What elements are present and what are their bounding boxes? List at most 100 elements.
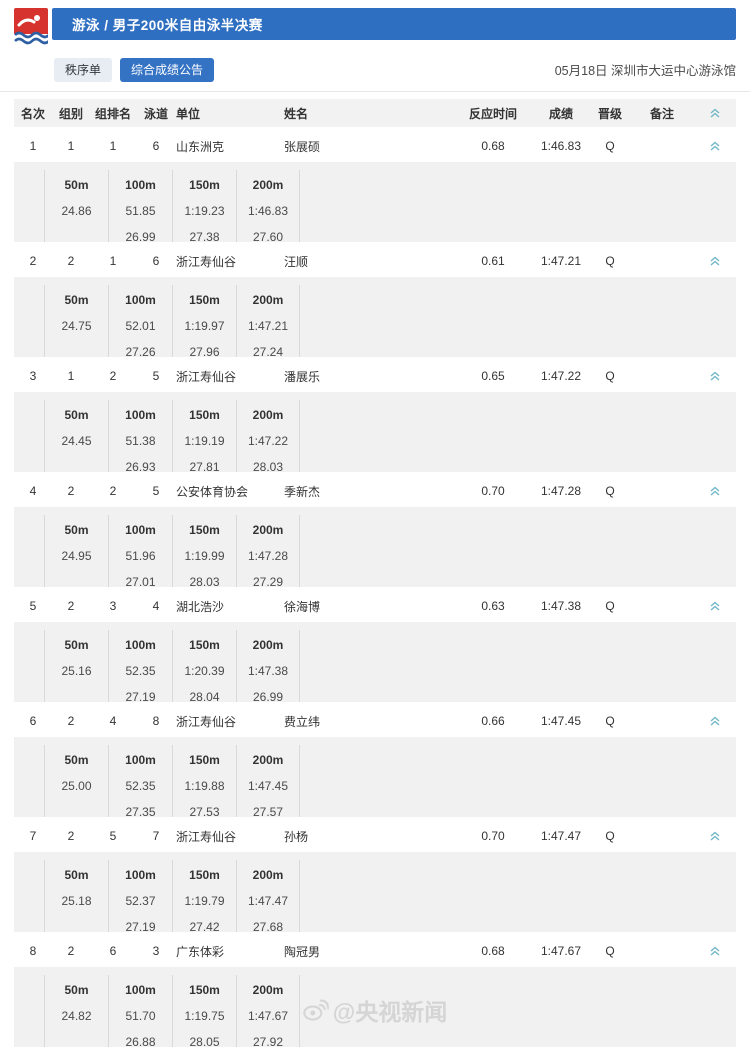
name-cell: 潘展乐 [284,369,321,384]
row-chevron-double-up-icon[interactable] [693,830,736,842]
result-row: 7 2 5 7 浙江寿仙谷 孙杨 0.70 1:47.47 Q [14,822,736,850]
split-column: 100m 52.35 27.35 [108,745,172,819]
result-cell: 1:47.47 [540,829,582,843]
name-cell: 徐海博 [284,599,321,614]
name-cell: 季新杰 [284,484,321,499]
result-cell: 1:47.38 [540,599,582,613]
split-cumulative-time: 1:19.79 [184,894,225,908]
row-chevron-double-up-icon[interactable] [693,715,736,727]
rank-cell: 1 [29,139,37,153]
split-distance-label: 200m [252,523,284,537]
result-row: 8 2 6 3 广东体彩 陶冠男 0.68 1:47.67 Q [14,937,736,965]
result-row: 4 2 2 5 公安体育协会 季新杰 0.70 1:47.28 Q [14,477,736,505]
split-lap-time: 27.68 [252,920,284,934]
split-cumulative-time: 51.96 [125,549,156,563]
split-cumulative-time: 1:46.83 [247,204,289,218]
split-column: 50m 24.95 [44,515,108,587]
split-column: 200m 1:47.22 28.03 [236,400,300,474]
split-lap-time: 27.96 [189,345,220,359]
combined-results-button[interactable]: 综合成绩公告 [120,57,215,82]
row-chevron-double-up-icon[interactable] [693,600,736,612]
rank-cell: 6 [29,714,37,728]
split-lap-time: 26.93 [125,460,156,474]
group-rank-cell: 1 [109,254,117,268]
team-cell: 浙江寿仙谷 [176,254,237,269]
split-cumulative-time: 24.45 [61,434,92,448]
split-distance-label: 50m [64,868,89,882]
row-chevron-double-up-icon[interactable] [693,255,736,267]
split-cumulative-time: 52.37 [125,894,156,908]
split-cumulative-time: 1:47.45 [247,779,289,793]
swimming-event-logo-icon [14,8,48,46]
name-cell: 孙杨 [284,829,309,844]
lane-cell: 6 [152,254,160,268]
split-column: 50m 25.00 [44,745,108,817]
split-cumulative-time: 1:19.75 [184,1009,225,1023]
split-column: 100m 52.35 27.19 [108,630,172,704]
split-distance-label: 50m [64,178,89,192]
group-rank-cell: 6 [109,944,117,958]
row-chevron-double-up-icon[interactable] [693,485,736,497]
split-lap-time: 27.24 [252,345,284,359]
split-cumulative-time: 1:19.97 [184,319,225,333]
group-rank-cell: 1 [109,139,117,153]
split-column: 50m 25.18 [44,860,108,932]
split-column: 200m 1:47.47 27.68 [236,860,300,934]
split-distance-label: 50m [64,408,89,422]
name-cell: 费立纬 [284,714,321,729]
split-column: 150m 1:19.88 27.53 [172,745,236,819]
split-column: 50m 24.45 [44,400,108,472]
rank-cell: 3 [29,369,37,383]
result-row-block: 6 2 4 8 浙江寿仙谷 费立纬 0.66 1:47.45 Q 50m 25.… [14,707,736,819]
name-cell: 张展硕 [284,139,321,154]
split-distance-label: 150m [189,753,220,767]
splits-panel: 50m 24.82 100m 51.70 26.88 150m 1:19.75 … [14,967,736,1049]
split-cumulative-time: 52.01 [125,319,156,333]
split-cumulative-time: 1:47.28 [247,549,289,563]
split-distance-label: 100m [125,753,156,767]
split-lap-time: 27.01 [125,575,156,589]
collapse-all-chevron-double-up-icon[interactable] [693,107,736,119]
split-column: 100m 51.38 26.93 [108,400,172,474]
col-note: 备注 [649,106,674,121]
split-column: 100m 52.01 27.26 [108,285,172,359]
split-cumulative-time: 1:47.21 [247,319,289,333]
col-result: 成绩 [548,106,573,121]
split-distance-label: 100m [125,868,156,882]
order-list-button[interactable]: 秩序单 [54,57,113,82]
row-chevron-double-up-icon[interactable] [693,945,736,957]
group-rank-cell: 4 [109,714,117,728]
row-chevron-double-up-icon[interactable] [693,370,736,382]
group-cell: 2 [67,254,75,268]
split-column: 100m 51.96 27.01 [108,515,172,589]
result-row: 5 2 3 4 湖北浩沙 徐海博 0.63 1:47.38 Q [14,592,736,620]
split-cumulative-time: 1:19.99 [184,549,225,563]
col-rank: 名次 [20,106,45,121]
split-distance-label: 100m [125,983,156,997]
col-team: 单位 [176,106,201,121]
reaction-cell: 0.65 [481,369,505,383]
split-distance-label: 150m [189,523,220,537]
result-cell: 1:47.28 [540,484,582,498]
split-distance-label: 200m [252,638,284,652]
result-cell: 1:47.21 [540,254,582,268]
rank-cell: 7 [29,829,37,843]
split-lap-time: 27.57 [252,805,284,819]
splits-panel: 50m 25.16 100m 52.35 27.19 150m 1:20.39 … [14,622,736,704]
advance-cell: Q [605,714,615,728]
group-rank-cell: 2 [109,484,117,498]
reaction-cell: 0.70 [481,829,505,843]
col-lane: 泳道 [143,106,168,121]
col-group: 组别 [58,106,83,121]
split-column: 150m 1:19.99 28.03 [172,515,236,589]
result-cell: 1:47.45 [540,714,582,728]
row-chevron-double-up-icon[interactable] [693,140,736,152]
group-rank-cell: 3 [109,599,117,613]
advance-cell: Q [605,944,615,958]
split-cumulative-time: 1:47.47 [247,894,289,908]
advance-cell: Q [605,599,615,613]
split-cumulative-time: 25.18 [61,894,92,908]
split-distance-label: 150m [189,408,220,422]
split-column: 150m 1:19.97 27.96 [172,285,236,359]
